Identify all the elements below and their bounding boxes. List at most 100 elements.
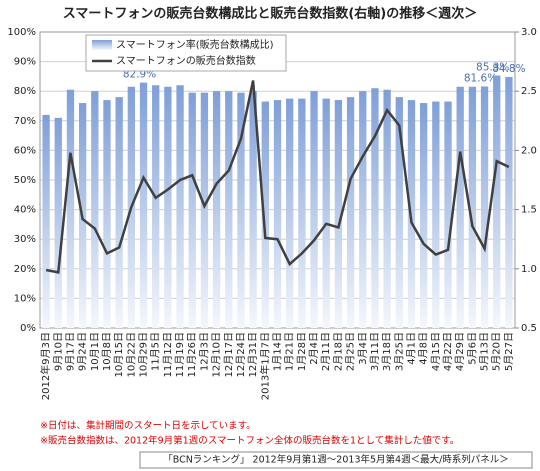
- bar: [237, 92, 245, 329]
- bar: [66, 89, 75, 328]
- x-tick-label: 12月24日: [235, 332, 247, 377]
- x-tick-label: 2月18日: [332, 332, 344, 371]
- x-tick-label: 10月15日: [113, 332, 125, 377]
- y-tick-label: 20%: [14, 264, 36, 275]
- x-tick-label: 2013年1月7日: [258, 332, 271, 400]
- x-tick-label: 4月8日: [418, 332, 430, 365]
- x-tick-label: 10月1日: [89, 332, 101, 371]
- bar: [54, 117, 62, 328]
- bar: [456, 86, 464, 328]
- bar: [432, 101, 440, 328]
- bar: [91, 91, 99, 328]
- x-tick-label: 11月5日: [150, 332, 162, 371]
- bar: [286, 98, 294, 328]
- y2-tick-label: 1.0: [521, 264, 537, 275]
- x-tick-label: 3月18日: [381, 332, 393, 371]
- source-box: [139, 451, 533, 469]
- y-tick-label: 40%: [14, 205, 36, 216]
- bar: [103, 100, 111, 328]
- y-tick-label: 50%: [14, 175, 36, 186]
- bar: [346, 97, 355, 329]
- bar: [468, 86, 477, 328]
- y2-tick-label: 0.5: [521, 323, 537, 334]
- y2-tick-label: 3.0: [521, 27, 537, 38]
- x-tick-label: 12月17日: [223, 332, 235, 377]
- x-tick-label: 10月8日: [101, 332, 113, 371]
- x-tick-label: 4月15日: [430, 332, 442, 371]
- bar: [493, 75, 501, 329]
- x-tick-label: 2月25日: [345, 332, 357, 371]
- x-tick-label: 2012年9月3日: [39, 332, 52, 400]
- bar: [212, 91, 221, 328]
- value-label: 84.8%: [492, 63, 525, 75]
- bar: [383, 89, 391, 328]
- x-tick-label: 5月20日: [491, 332, 503, 371]
- bar: [359, 91, 367, 328]
- bar: [164, 86, 172, 328]
- y2-tick-label: 1.5: [521, 205, 537, 216]
- y-tick-label: 70%: [14, 116, 36, 127]
- x-tick-label: 5月6日: [466, 332, 478, 365]
- x-tick-label: 3月11日: [369, 332, 381, 371]
- bar: [444, 101, 452, 328]
- x-tick-label: 12月31日: [247, 332, 259, 377]
- x-tick-label: 5月27日: [503, 332, 515, 371]
- bar: [420, 103, 428, 328]
- bar: [505, 76, 513, 328]
- bar: [334, 100, 343, 328]
- x-tick-label: 3月4日: [357, 332, 369, 365]
- legend-box: [85, 34, 287, 72]
- bar: [176, 85, 184, 328]
- legend-label: スマートフォンの販売台数指数: [116, 54, 256, 67]
- legend-label: スマートフォン率(販売台数構成比): [116, 38, 274, 51]
- x-tick-label: 9月17日: [64, 332, 76, 371]
- x-tick-label: 1月21日: [284, 332, 296, 371]
- value-label: 85.3%: [476, 62, 509, 74]
- y-tick-label: 10%: [14, 293, 36, 304]
- bar: [249, 91, 257, 328]
- x-tick-label: 3月25日: [393, 332, 405, 371]
- bar: [200, 92, 209, 329]
- bar: [115, 97, 123, 329]
- bar: [298, 98, 306, 328]
- y-tick-label: 60%: [14, 145, 36, 156]
- y-tick-label: 100%: [7, 27, 36, 38]
- y2-tick-label: 2.0: [521, 145, 537, 156]
- legend-swatch: [92, 40, 112, 50]
- bar: [261, 101, 269, 328]
- bar: [152, 85, 160, 328]
- bar: [139, 82, 148, 328]
- y-tick-label: 80%: [14, 86, 36, 97]
- bar: [310, 91, 318, 328]
- x-tick-label: 2月11日: [320, 332, 332, 371]
- bar: [371, 88, 379, 329]
- line: [45, 80, 510, 274]
- note: ※販売台数指数は、2012年9月第1週のスマートフォン全体の販売台数を1として集…: [40, 435, 459, 447]
- x-tick-label: 11月19日: [174, 332, 186, 377]
- value-label: 82.9%: [123, 69, 156, 81]
- x-tick-label: 10月22日: [125, 332, 137, 377]
- x-tick-label: 9月10日: [52, 332, 64, 371]
- y-tick-label: 0%: [20, 323, 36, 334]
- x-tick-label: 2月4日: [308, 332, 320, 365]
- x-tick-label: 11月26日: [186, 332, 198, 377]
- source: 「BCNランキング」 2012年9月第1週～2013年5月第4週＜最大/時系列パ…: [163, 454, 509, 466]
- bar: [188, 92, 196, 329]
- y2-tick-label: 2.5: [521, 86, 537, 97]
- x-tick-label: 4月29日: [454, 332, 466, 371]
- bar: [273, 100, 282, 328]
- x-tick-label: 12月3日: [198, 332, 210, 371]
- bar: [225, 91, 233, 328]
- x-tick-label: 5月13日: [479, 332, 491, 371]
- x-tick-label: 4月22日: [442, 332, 454, 371]
- bar: [480, 86, 489, 329]
- bar: [322, 98, 330, 328]
- y-tick-label: 30%: [14, 234, 36, 245]
- x-tick-label: 1月14日: [272, 332, 284, 371]
- value-label: 81.6%: [464, 72, 497, 84]
- x-tick-label: 11月12日: [162, 332, 174, 377]
- x-tick-label: 4月1日: [405, 332, 417, 365]
- x-tick-label: 1月28日: [296, 332, 308, 371]
- note: ※日付は、集計期間のスタート日を示しています。: [40, 420, 256, 432]
